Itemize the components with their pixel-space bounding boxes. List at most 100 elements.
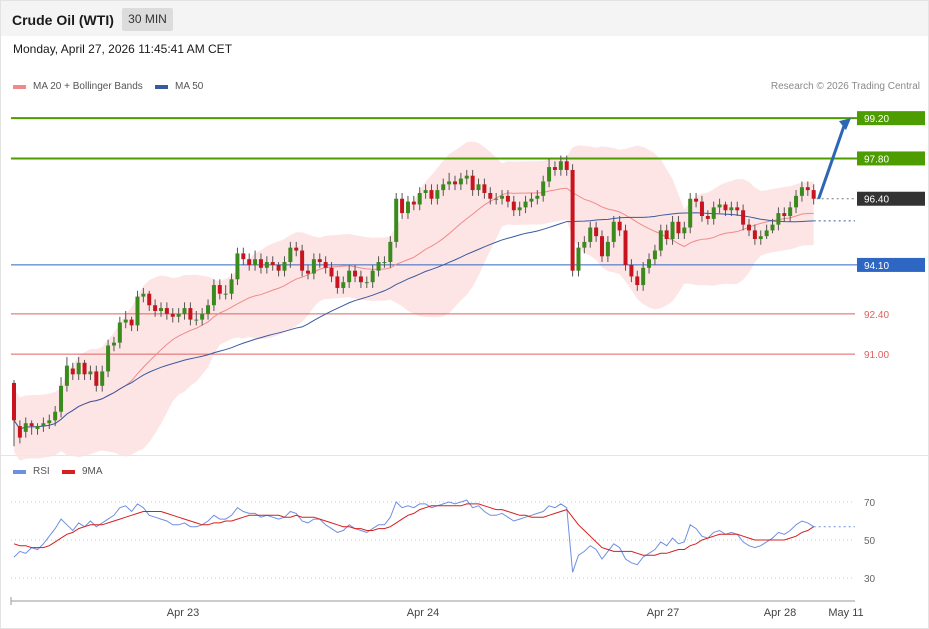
candle [147, 290, 152, 311]
candle-body [417, 192, 422, 205]
candle-body [400, 198, 405, 214]
candle [76, 357, 81, 381]
candle [229, 273, 234, 300]
candle [500, 190, 505, 205]
candle-body [488, 192, 493, 199]
legend-ma20: MA 20 + Bollinger Bands [13, 81, 143, 92]
candle [306, 264, 310, 280]
candle [535, 190, 540, 205]
candle-body [682, 227, 687, 234]
candle [223, 285, 228, 300]
candle [435, 184, 440, 205]
candle [382, 256, 387, 268]
candle-body [500, 195, 505, 199]
rsi-tick-label: 50 [864, 536, 876, 547]
candle-body [282, 262, 287, 271]
ma50-label: MA 50 [175, 81, 204, 92]
candle-body [306, 270, 310, 274]
candle-body [705, 216, 710, 219]
candle [135, 290, 140, 332]
candle [358, 270, 363, 288]
candle [588, 221, 593, 248]
candle [429, 184, 434, 205]
candle-body [811, 190, 816, 199]
candle-body [699, 201, 704, 216]
candle [70, 362, 75, 381]
candle [282, 256, 287, 277]
datetime-label: Monday, April 27, 2026 11:45:41 AM CET [13, 42, 233, 56]
candle-body [94, 371, 99, 386]
candle [53, 405, 58, 427]
candle-body [394, 198, 399, 242]
timeframe-badge[interactable]: 30 MIN [122, 8, 173, 31]
legend-ma50: MA 50 [155, 81, 203, 92]
candle [253, 250, 258, 271]
candle [211, 279, 216, 311]
candle-body [658, 230, 663, 251]
candle-body [788, 207, 793, 216]
candle-body [70, 368, 75, 375]
time-tick-label: Apr 23 [167, 607, 199, 619]
candle [788, 201, 793, 222]
candle [364, 276, 369, 288]
candle-body [188, 308, 193, 320]
candle [635, 270, 640, 291]
candle [699, 195, 704, 222]
candle [705, 210, 710, 225]
candle [694, 192, 699, 208]
candle-body [376, 262, 381, 271]
candle-body [53, 411, 58, 421]
candle-body [200, 313, 205, 320]
time-tick-label: Apr 24 [407, 607, 439, 619]
candle [741, 204, 746, 231]
candle [417, 187, 422, 211]
candle [294, 241, 299, 257]
candle-body [494, 198, 499, 200]
candle [176, 308, 181, 323]
candle-body [64, 365, 69, 386]
level-label-5: 91.00 [864, 350, 889, 361]
candle-body [423, 190, 428, 193]
candle [270, 256, 275, 271]
candle-body [535, 195, 540, 199]
ma20-line [13, 187, 814, 430]
candle [611, 216, 616, 248]
candle-body [300, 250, 305, 271]
candle [558, 155, 563, 176]
candle-body [435, 190, 440, 199]
candle-body [59, 385, 64, 412]
candle-body [159, 308, 163, 311]
candle [311, 253, 316, 280]
candle [194, 310, 199, 326]
candle [776, 207, 781, 231]
candle [605, 236, 610, 263]
candle-body [88, 371, 93, 375]
candle [629, 259, 634, 283]
candle-body [605, 241, 610, 257]
candle-body [12, 382, 16, 421]
candle [23, 417, 28, 438]
candle-body [41, 423, 46, 427]
candle-body [23, 423, 28, 432]
candle-body [588, 227, 593, 242]
candle [206, 299, 211, 320]
candle [552, 161, 557, 176]
candle-body [552, 167, 557, 170]
candle-body [129, 319, 134, 326]
candle [47, 414, 52, 429]
candle-body [600, 236, 604, 257]
candle-body [547, 167, 552, 182]
candle-body [176, 313, 181, 317]
candle-body [558, 161, 563, 170]
time-tick-label: Apr 27 [647, 607, 679, 619]
candle [423, 184, 428, 199]
candle [523, 195, 528, 214]
rsi-ma-label: 9MA [82, 466, 103, 477]
candle-body [717, 204, 722, 208]
candle [329, 262, 334, 283]
ma50-line [13, 212, 814, 430]
candle [764, 224, 769, 240]
candle-body [458, 178, 463, 185]
candle-body [541, 181, 546, 196]
candle [129, 316, 134, 332]
